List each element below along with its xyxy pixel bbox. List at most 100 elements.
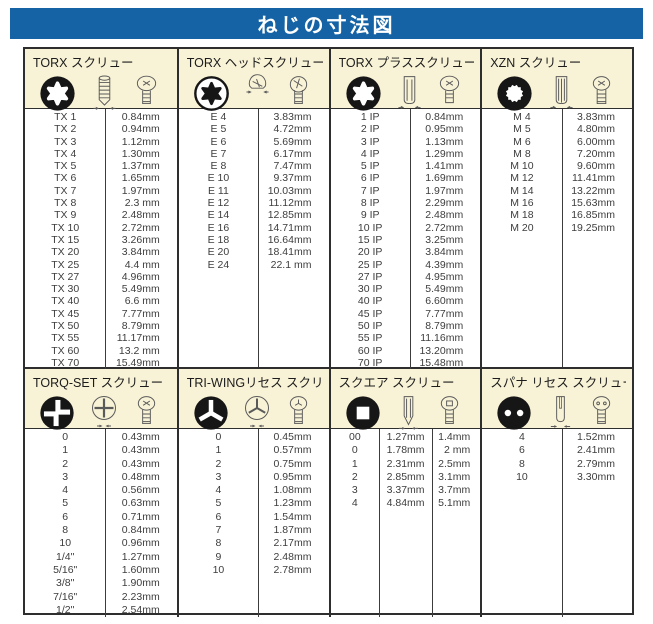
table-row: TX 40 6.6 mm bbox=[25, 295, 177, 307]
spanner-drive-icon bbox=[497, 396, 531, 430]
value-cell: 0.57mm bbox=[273, 444, 312, 457]
torx-external-drive-icon bbox=[193, 75, 229, 111]
table-row: E 6 5.69mm bbox=[179, 136, 329, 148]
value-cell: 2.48mm bbox=[425, 209, 464, 222]
value-cell: 5.1mm bbox=[438, 497, 471, 510]
value-cell: 6.6 mm bbox=[124, 295, 160, 308]
xzn-drive-icon bbox=[497, 75, 532, 111]
value-cell: 1.97mm bbox=[425, 184, 464, 197]
value-cell: 1.87mm bbox=[273, 524, 312, 537]
table-row: 3 0.48mm bbox=[25, 471, 177, 484]
value-cell: 8.79mm bbox=[121, 320, 160, 333]
size-cell: 1 bbox=[215, 444, 222, 457]
value-cell: 0.43mm bbox=[121, 444, 160, 457]
size-table-torq-set: 0 0.43mm 1 0.43mm 2 0.43mm 3 0.48mm 4 0.56mm 5 0.63… bbox=[25, 429, 177, 618]
size-cell: 0 bbox=[215, 431, 222, 443]
value-cell: 3.30mm bbox=[577, 470, 615, 483]
value-cell: 2.78mm bbox=[273, 563, 312, 576]
column-divider bbox=[409, 109, 411, 370]
section-title: TORX プラススクリュー bbox=[338, 56, 475, 70]
screw-head-view-icon bbox=[289, 76, 307, 105]
size-cell: E 4 bbox=[210, 111, 227, 123]
tri-wing-drive-icon bbox=[194, 396, 228, 430]
value-cell: 6.00mm bbox=[577, 135, 615, 148]
section-header: XZN スクリュー bbox=[482, 49, 632, 111]
value-cell: 13.2 mm bbox=[118, 344, 160, 357]
value-cell: 1.97mm bbox=[121, 184, 160, 197]
section-header: TORX プラススクリュー bbox=[330, 49, 481, 111]
value-cell: 2.48mm bbox=[273, 550, 312, 563]
column-divider bbox=[561, 429, 563, 618]
table-row: M 10 9.60mm bbox=[482, 160, 632, 172]
table-row: 30 IP 5.49mm bbox=[331, 283, 481, 295]
column-divider bbox=[105, 429, 107, 618]
value-cell: 16.85mm bbox=[571, 209, 615, 222]
table-row: 8 2.79mm bbox=[482, 458, 632, 471]
table-row: TX 10 2.72mm bbox=[25, 222, 177, 234]
table-row: M 4 3.83mm bbox=[482, 111, 632, 123]
table-row: 8 0.84mm bbox=[25, 524, 177, 537]
value-cell: 2.29mm bbox=[425, 197, 464, 210]
table-row: E 16 14.71mm bbox=[179, 222, 329, 234]
table-row: 1 2.31mm 2.5mm bbox=[331, 458, 481, 471]
table-row: TX 9 2.48mm bbox=[25, 209, 177, 221]
size-table-torx-plus: 1 IP 0.84mm 2 IP 0.95mm 3 IP 1.13mm 4 IP 1.29mm… bbox=[331, 109, 481, 370]
screw-head-view-icon bbox=[440, 75, 460, 104]
value-cell: 1.65mm bbox=[121, 172, 160, 185]
value-cell: 15.63mm bbox=[571, 197, 615, 210]
size-cell: 00 bbox=[348, 431, 361, 443]
size-cell: 1 bbox=[62, 444, 69, 457]
table-row: 3 IP 1.13mm bbox=[331, 136, 481, 148]
table-row: 4 0.56mm bbox=[25, 484, 177, 497]
value-cell: 9.37mm bbox=[273, 172, 312, 185]
page-title: ねじの寸法図 bbox=[257, 15, 396, 37]
table-row: 1 IP 0.84mm bbox=[331, 111, 481, 123]
value-cell: 22.1 mm bbox=[270, 258, 312, 271]
size-cell: TX 55 bbox=[51, 332, 80, 345]
table-row: 10 0.96mm bbox=[25, 537, 177, 550]
size-table-tri-wing: 0 0.45mm 1 0.57mm 2 0.75mm 3 0.95mm 4 1.08mm 5 1.23… bbox=[179, 429, 329, 618]
value-cell: 9.60mm bbox=[577, 160, 615, 173]
screw-head-view-icon bbox=[136, 75, 156, 105]
table-row: E 10 9.37mm bbox=[179, 172, 329, 184]
size-cell: 4 bbox=[519, 431, 525, 443]
size-cell: TX 9 bbox=[54, 209, 77, 222]
value-cell: 5.69mm bbox=[273, 135, 312, 148]
section-header: スクエア スクリュー bbox=[330, 369, 481, 430]
table-row: TX 3 1.12mm bbox=[25, 136, 177, 148]
size-cell: 0 bbox=[62, 431, 69, 443]
value-cell: 18.41mm bbox=[267, 246, 312, 259]
section-header: TORX スクリュー bbox=[25, 49, 177, 111]
value-cell: 0.94mm bbox=[121, 123, 160, 136]
size-cell: E 11 bbox=[208, 184, 229, 197]
section-title: TORQ-SET スクリュー bbox=[33, 376, 164, 390]
size-cell: TX 15 bbox=[51, 233, 80, 246]
section-spanner-recess-screw: スパナ リセス スクリュー bbox=[480, 367, 632, 618]
section-tri-wing-screw: TRI-WINGリセス スクリュー bbox=[176, 367, 329, 618]
table-row: E 11 10.03mm bbox=[179, 185, 329, 197]
size-table-torx: TX 1 0.84mm TX 2 0.94mm TX 3 1.12mm TX 4 1.30mm… bbox=[25, 109, 177, 370]
value-cell: 0.95mm bbox=[273, 470, 312, 483]
table-row: E 4 3.83mm bbox=[179, 111, 329, 123]
size-table-xzn: M 4 3.83mm M 5 4.80mm M 6 6.00mm M 8 7.20mm M 10… bbox=[482, 109, 632, 367]
size-table-spanner: 4 1.52mm 6 2.41mm 8 2.79mm 10 3.30mm bbox=[482, 429, 632, 618]
table-row: 2 0.43mm bbox=[25, 458, 177, 471]
value-cell: 0.95mm bbox=[425, 123, 464, 136]
size-cell: TX 7 bbox=[54, 184, 77, 197]
size-cell: TX 20 bbox=[51, 246, 80, 259]
table-row: 3 3.37mm 3.7mm bbox=[331, 484, 481, 497]
value-cell: 3.83mm bbox=[273, 111, 312, 123]
value-cell: 3.7mm bbox=[438, 484, 471, 497]
size-cell: M 10 bbox=[510, 160, 534, 173]
value-cell: 3.1mm bbox=[438, 470, 471, 483]
icon-row bbox=[490, 391, 626, 436]
size-table-torx-head: E 4 3.83mm E 5 4.72mm E 6 5.69mm E 7 6.17mm E 8 7… bbox=[179, 109, 329, 367]
value-cell: 13.20mm bbox=[419, 344, 464, 357]
value-cell: 4.39mm bbox=[425, 258, 464, 271]
size-cell: 9 bbox=[215, 550, 222, 563]
table-row: TX 45 7.77mm bbox=[25, 308, 177, 320]
value-cell: 10.03mm bbox=[267, 184, 312, 197]
table-row: TX 8 2.3 mm bbox=[25, 197, 177, 209]
column-divider bbox=[258, 429, 260, 618]
size-table-square: 00 1.27mm 1.4mm 0 1.78mm 2 mm 1 2.31mm 2.5mm 2 2.8… bbox=[331, 429, 481, 618]
